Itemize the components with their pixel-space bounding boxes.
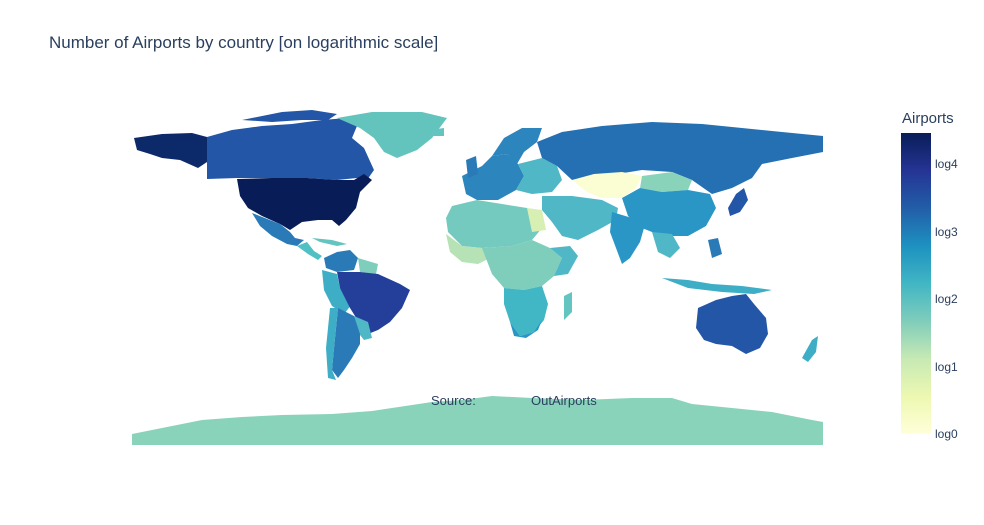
region-southern-africa[interactable] — [504, 286, 548, 336]
region-west-africa[interactable] — [446, 234, 490, 264]
source-value: OutAirports — [531, 393, 597, 408]
country-brazil[interactable] — [337, 272, 410, 334]
country-russia[interactable] — [537, 122, 823, 194]
source-label: Source: — [431, 393, 476, 408]
colorbar-tick-3: log3 — [935, 225, 958, 239]
colorbar-gradient — [901, 133, 931, 434]
country-egypt[interactable] — [527, 208, 546, 232]
country-alaska[interactable] — [134, 133, 207, 168]
country-united-states[interactable] — [237, 174, 372, 230]
country-iceland[interactable] — [430, 128, 444, 136]
country-kazakhstan[interactable] — [572, 172, 642, 198]
country-india[interactable] — [610, 212, 644, 264]
country-china[interactable] — [622, 188, 716, 236]
colorbar-tick-0: log0 — [935, 427, 958, 441]
region-middle-east[interactable] — [542, 196, 618, 240]
region-andean-west[interactable] — [322, 270, 352, 314]
map-svg — [132, 110, 823, 445]
country-chile[interactable] — [326, 308, 338, 380]
region-indonesia[interactable] — [662, 278, 772, 294]
region-central-africa[interactable] — [482, 240, 562, 290]
region-caribbean[interactable] — [312, 238, 347, 246]
region-guianas[interactable] — [358, 258, 378, 274]
country-south-africa[interactable] — [510, 320, 542, 338]
country-madagascar[interactable] — [564, 292, 572, 320]
country-antarctica[interactable] — [132, 396, 823, 445]
country-canada[interactable] — [207, 118, 374, 180]
region-mongolia[interactable] — [640, 172, 692, 192]
region-northern-south-america[interactable] — [324, 250, 358, 272]
country-argentina[interactable] — [332, 308, 360, 378]
country-greenland[interactable] — [337, 112, 447, 158]
region-north-africa[interactable] — [446, 200, 542, 248]
region-southeast-asia[interactable] — [652, 232, 680, 258]
region-southern-cone-east[interactable] — [354, 316, 372, 340]
region-scandinavia[interactable] — [492, 128, 542, 164]
chart-title: Number of Airports by country [on logari… — [49, 33, 439, 52]
colorbar-tick-2: log2 — [935, 292, 958, 306]
country-mexico[interactable] — [252, 213, 304, 246]
country-philippines[interactable] — [708, 238, 722, 258]
country-uk[interactable] — [466, 156, 478, 178]
colorbar-tick-1: log1 — [935, 360, 958, 374]
region-central-america[interactable] — [297, 242, 322, 260]
region-europe-west[interactable] — [462, 154, 524, 200]
colorbar-tick-4: log4 — [935, 157, 958, 171]
world-map — [132, 108, 823, 445]
region-europe-east[interactable] — [516, 158, 562, 194]
region-east-africa[interactable] — [550, 246, 578, 276]
region-arctic-islands[interactable] — [242, 110, 337, 122]
colorbar-title: Airports — [902, 110, 954, 127]
country-australia[interactable] — [696, 294, 768, 354]
country-new-zealand[interactable] — [802, 336, 818, 362]
country-japan[interactable] — [728, 188, 748, 216]
